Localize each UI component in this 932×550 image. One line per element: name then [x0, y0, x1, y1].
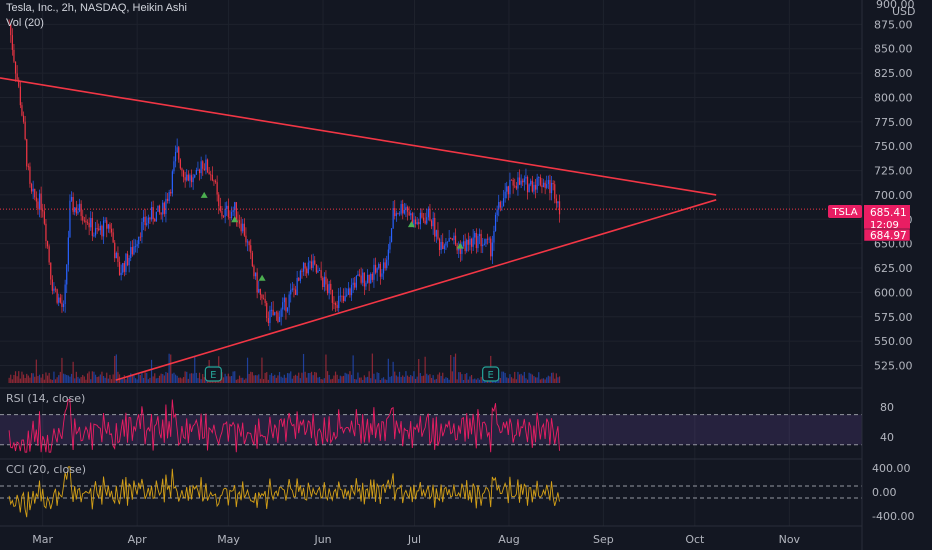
price-tick: 625.00 [874, 262, 913, 275]
rsi-tick: 40 [880, 431, 894, 444]
time-tick-jul: Jul [407, 533, 421, 546]
price-candles [8, 19, 561, 331]
price-tag-value-2: 684.97 [870, 230, 907, 242]
price-tick: 750.00 [874, 140, 913, 153]
price-tick: 550.00 [874, 335, 913, 348]
time-tick-labels[interactable]: Mar Apr May Jun Jul Aug Sep Oct Nov [32, 533, 800, 546]
earnings-badge-label: E [488, 370, 494, 381]
time-tick-nov: Nov [779, 533, 801, 546]
price-tick: 525.00 [874, 360, 913, 373]
price-tick: 800.00 [874, 91, 913, 104]
earnings-badge[interactable] [482, 366, 500, 382]
cci-tick: -400.00 [872, 510, 914, 523]
price-tick: 825.00 [874, 67, 913, 80]
cci-tick: 400.00 [872, 462, 911, 475]
cci-label: CCI (20, close) [6, 463, 86, 476]
rsi-tick-labels: 40 80 [880, 401, 894, 444]
symbol-tag [828, 205, 862, 218]
time-tick-apr: Apr [128, 533, 148, 546]
volume-label[interactable]: Vol (20) [6, 17, 44, 29]
trendlines[interactable] [0, 77, 717, 381]
cci-tick: 0.00 [872, 486, 897, 499]
signal-marker [231, 216, 239, 223]
rsi-pane[interactable]: RSI (14, close) [0, 392, 862, 453]
time-tick-aug: Aug [498, 533, 519, 546]
price-tick: 700.00 [874, 189, 913, 202]
cci-line [8, 466, 560, 518]
rsi-tick: 80 [880, 401, 894, 414]
time-tick-may: May [217, 533, 240, 546]
volume-bars [8, 353, 561, 383]
time-tick-sep: Sep [593, 533, 614, 546]
price-tag-countdown: 12:09 [870, 220, 899, 231]
time-tick-mar: Mar [32, 533, 53, 546]
signal-marker [200, 191, 208, 198]
price-scale[interactable]: 525.00550.00575.00600.00625.00650.00675.… [861, 0, 916, 550]
signal-marker [258, 274, 266, 281]
earnings-badge[interactable] [204, 366, 222, 382]
earnings-badge-label: E [210, 370, 216, 381]
chart-title[interactable]: Tesla, Inc., 2h, NASDAQ, Heikin Ashi [6, 2, 187, 14]
signal-marker [407, 221, 415, 228]
horizontal-grid [0, 23, 862, 367]
signal-marker [456, 242, 464, 249]
price-tick: 850.00 [874, 43, 913, 56]
cci-pane[interactable]: CCI (20, close) [0, 463, 862, 518]
symbol-tag-label: TSLA [831, 207, 857, 218]
trendline-2[interactable] [115, 199, 717, 381]
price-tick: 775.00 [874, 116, 913, 129]
price-tag[interactable]: TSLA 685.41 12:09 684.97 [828, 205, 911, 242]
price-tick-labels: 525.00550.00575.00600.00625.00650.00675.… [874, 18, 913, 372]
price-tick: 875.00 [874, 18, 913, 31]
signal-markers [200, 191, 464, 281]
rsi-line [8, 399, 560, 453]
price-tick: 600.00 [874, 286, 913, 299]
price-tag-box [864, 205, 910, 230]
price-tag-box-2 [863, 228, 911, 242]
rsi-label: RSI (14, close) [6, 392, 85, 405]
currency-label: USD [892, 5, 916, 18]
price-tag-value: 685.41 [870, 207, 907, 219]
time-tick-oct: Oct [685, 533, 705, 546]
trendline-1[interactable] [0, 77, 717, 196]
cci-tick-labels: 400.00 0.00 -400.00 [872, 462, 914, 523]
price-tick: 725.00 [874, 165, 913, 178]
price-scale-top: 900.00 [876, 0, 915, 11]
time-tick-jun: Jun [313, 533, 331, 546]
vertical-grid [42, 0, 790, 526]
price-tick: 575.00 [874, 311, 913, 324]
